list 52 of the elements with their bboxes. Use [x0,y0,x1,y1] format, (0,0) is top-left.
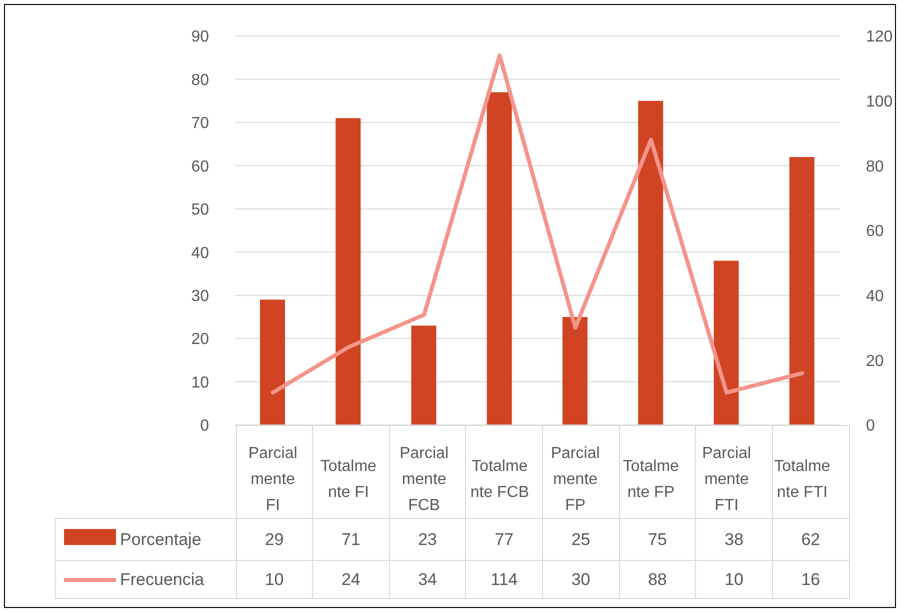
data-label: 23 [389,518,466,560]
bar [789,157,814,425]
data-label: 34 [389,560,466,598]
x-tick-label: Totalmente FP [622,458,680,501]
data-label: 29 [236,518,313,560]
x-tick-label: Totalmente FI [320,458,377,501]
bar [638,100,664,425]
bar [336,118,361,425]
data-label: 24 [312,560,390,598]
x-tick-label: Parcialmente FP [550,445,600,514]
data-label: 88 [619,560,696,598]
data-label: 75 [619,518,696,560]
data-label: 71 [312,518,390,560]
x-tick-label: Parcialmente FCB [400,445,449,514]
x-tick-label: Totalmente FTI [774,458,830,501]
legend-label: Frecuencia [56,560,236,598]
bar [562,316,588,425]
y2-tick-label: 60 [866,223,884,240]
y-tick-label: 30 [191,288,210,306]
y-tick-label: 0 [200,418,210,435]
y2-tick-label: 120 [866,28,893,46]
bar [411,326,436,425]
legend-label: Porcentaje [56,518,236,560]
y2-tick-label: 100 [866,94,893,111]
data-label: 30 [542,560,620,598]
y2-tick-label: 20 [866,352,884,370]
data-label: 38 [696,518,772,560]
y-tick-label: 70 [191,115,210,132]
y2-tick-label: 0 [866,418,875,435]
x-tick-label: Totalmente FCB [470,458,530,501]
data-label: 10 [236,560,313,598]
y-tick-label: 50 [191,202,210,219]
y2-tick-label: 40 [866,288,884,306]
data-label: 62 [772,518,849,560]
y-tick-label: 80 [191,72,210,89]
bar [260,300,285,425]
x-tick-label: Parcialmente FTI [702,445,752,514]
bar [486,92,512,425]
data-label: 16 [772,560,849,598]
data-label: 114 [466,560,542,598]
y2-tick-label: 80 [866,158,884,176]
line-series [270,53,804,395]
y-tick-label: 90 [191,28,210,46]
y-tick-label: 20 [191,331,210,348]
data-label: 77 [466,518,542,560]
y-tick-label: 40 [191,244,210,262]
x-tick-label: Parcialmente FI [248,445,298,514]
y-tick-label: 10 [191,374,210,392]
data-label: 10 [696,560,772,598]
bar [714,260,739,425]
y-tick-label: 60 [191,158,210,176]
data-label: 25 [542,518,620,560]
